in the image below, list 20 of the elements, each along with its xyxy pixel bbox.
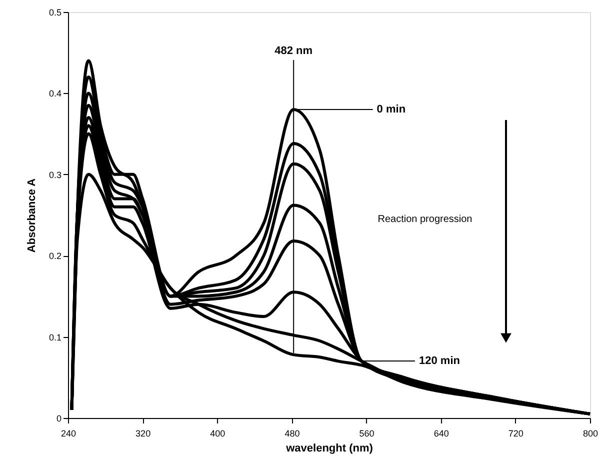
y-tick-label: 0: [56, 414, 62, 424]
y-tick-label: 0.1: [48, 332, 62, 342]
x-tick-label: 240: [60, 428, 76, 438]
y-tick-label: 0.2: [48, 251, 62, 262]
annotation: 120 min: [419, 355, 460, 367]
x-tick-label: 720: [508, 428, 524, 438]
annotation: 0 min: [376, 103, 406, 116]
y-tick-label: 0.3: [48, 170, 62, 180]
x-tick-label: 640: [434, 428, 449, 438]
y-tick-label: 0.4: [48, 88, 62, 99]
x-tick-label: 800: [582, 428, 598, 438]
x-tick-label: 560: [359, 428, 374, 438]
ref-line-label: 482 nm: [274, 45, 313, 57]
y-axis-title: Absorbance A: [26, 178, 38, 253]
y-tick-label: 0.5: [48, 8, 62, 18]
x-tick-label: 320: [136, 428, 151, 438]
x-axis-title: wavelenght (nm): [285, 442, 374, 454]
x-tick-label: 480: [284, 428, 300, 438]
x-tick-label: 400: [210, 428, 226, 438]
annotation: Reaction progression: [378, 214, 472, 225]
